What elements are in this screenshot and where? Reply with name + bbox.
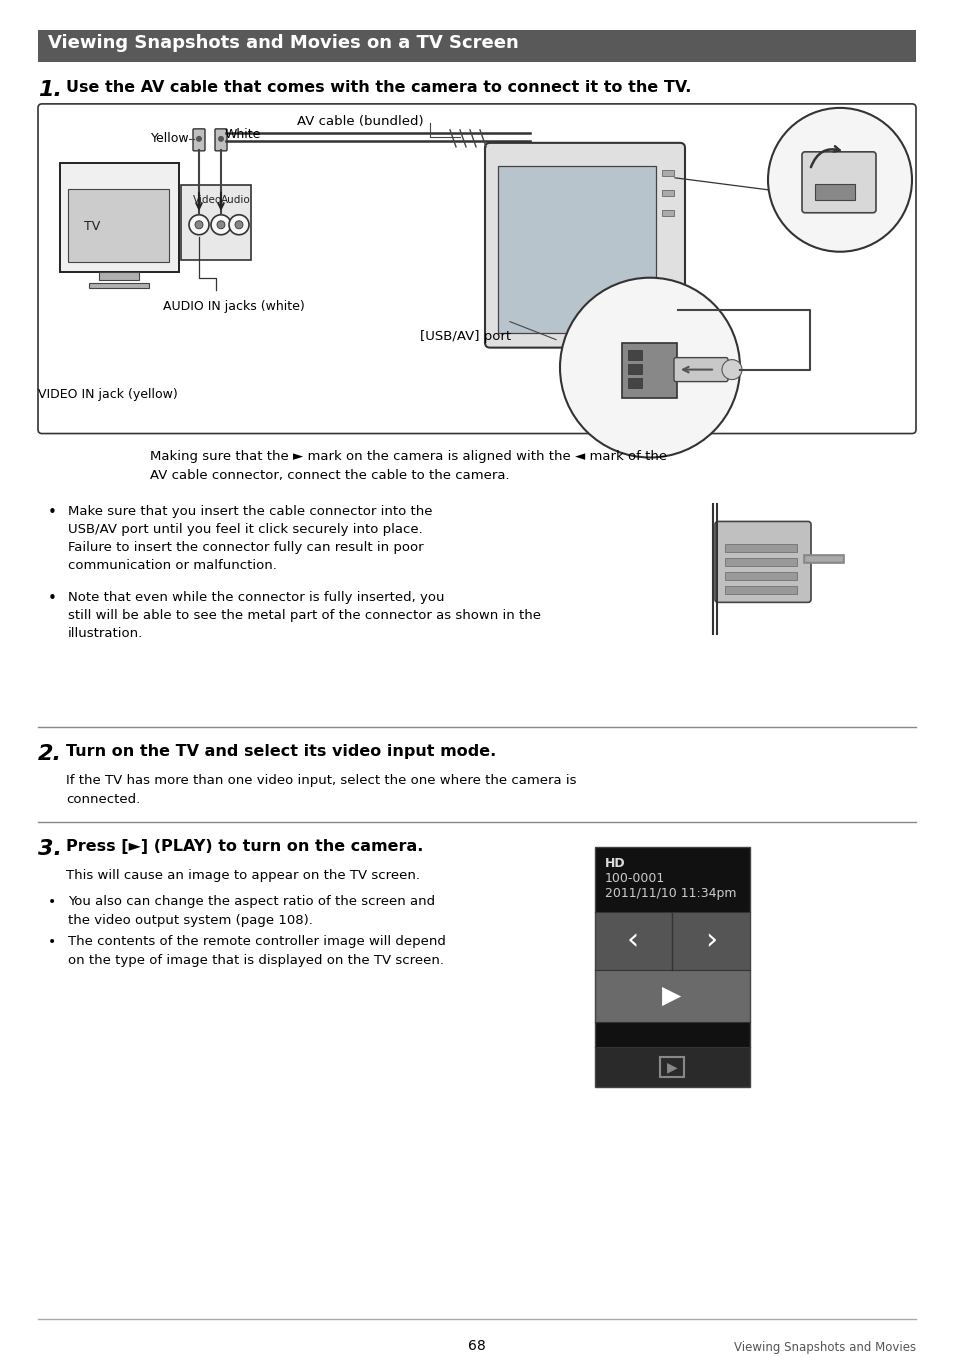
- Text: •: •: [48, 592, 57, 607]
- Text: illustration.: illustration.: [68, 627, 143, 641]
- FancyBboxPatch shape: [60, 163, 179, 271]
- Bar: [661, 190, 673, 195]
- Text: Press [►] (PLAY) to turn on the camera.: Press [►] (PLAY) to turn on the camera.: [66, 839, 423, 854]
- Text: ›: ›: [704, 927, 717, 955]
- Text: Yellow: Yellow: [151, 133, 190, 145]
- Text: White: White: [225, 129, 261, 141]
- Bar: [661, 210, 673, 216]
- Bar: [595, 847, 749, 1087]
- Text: This will cause an image to appear on the TV screen.: This will cause an image to appear on th…: [66, 868, 419, 882]
- Text: Viewing Snapshots and Movies on a TV Screen: Viewing Snapshots and Movies on a TV Scr…: [48, 34, 518, 52]
- FancyBboxPatch shape: [38, 104, 915, 433]
- Bar: [724, 586, 796, 594]
- FancyBboxPatch shape: [673, 358, 727, 381]
- Text: You also can change the aspect ratio of the screen and
the video output system (: You also can change the aspect ratio of …: [68, 896, 435, 927]
- Circle shape: [234, 221, 243, 229]
- Text: •: •: [48, 505, 57, 521]
- Text: 2.: 2.: [38, 744, 62, 764]
- Bar: [621, 342, 677, 398]
- Circle shape: [767, 109, 911, 252]
- Bar: [627, 350, 641, 360]
- Text: USB/AV port until you feel it click securely into place.: USB/AV port until you feel it click secu…: [68, 524, 422, 536]
- Bar: [724, 558, 796, 566]
- Text: communication or malfunction.: communication or malfunction.: [68, 559, 276, 573]
- Text: 1.: 1.: [38, 80, 62, 100]
- Text: [USB/AV] port: [USB/AV] port: [419, 330, 511, 343]
- Text: Note that even while the connector is fully inserted, you: Note that even while the connector is fu…: [68, 592, 444, 604]
- Text: 2011/11/10 11:34pm: 2011/11/10 11:34pm: [604, 887, 736, 900]
- Circle shape: [721, 360, 741, 380]
- Bar: [814, 183, 854, 199]
- Text: Video: Video: [193, 195, 222, 205]
- Bar: [181, 185, 251, 259]
- Bar: [595, 847, 749, 912]
- FancyBboxPatch shape: [193, 129, 205, 151]
- Bar: [497, 166, 656, 332]
- Bar: [89, 282, 149, 288]
- FancyBboxPatch shape: [801, 152, 875, 213]
- Text: Make sure that you insert the cable connector into the: Make sure that you insert the cable conn…: [68, 505, 432, 518]
- Text: Making sure that the ► mark on the camera is aligned with the ◄ mark of the
AV c: Making sure that the ► mark on the camer…: [150, 449, 666, 482]
- Bar: [595, 1046, 749, 1087]
- Text: AUDIO IN jacks (white): AUDIO IN jacks (white): [163, 300, 304, 312]
- FancyBboxPatch shape: [484, 142, 684, 347]
- Text: HD: HD: [604, 858, 625, 870]
- Text: AV cable (bundled): AV cable (bundled): [296, 115, 423, 128]
- Text: Failure to insert the connector fully can result in poor: Failure to insert the connector fully ca…: [68, 541, 423, 555]
- Text: The contents of the remote controller image will depend
on the type of image tha: The contents of the remote controller im…: [68, 935, 445, 968]
- Bar: [659, 1057, 683, 1077]
- Text: Audio: Audio: [221, 195, 251, 205]
- Bar: [595, 1022, 749, 1046]
- Text: 100-0001: 100-0001: [604, 873, 664, 885]
- Text: TV: TV: [84, 220, 100, 233]
- Bar: [68, 189, 169, 262]
- Circle shape: [211, 214, 231, 235]
- Bar: [724, 573, 796, 581]
- Bar: [595, 970, 749, 1022]
- Text: •: •: [48, 935, 56, 949]
- Circle shape: [216, 221, 225, 229]
- Circle shape: [559, 278, 740, 457]
- Text: Use the AV cable that comes with the camera to connect it to the TV.: Use the AV cable that comes with the cam…: [66, 80, 691, 95]
- FancyBboxPatch shape: [714, 521, 810, 603]
- Text: 68: 68: [468, 1338, 485, 1353]
- Circle shape: [189, 214, 209, 235]
- Text: Viewing Snapshots and Movies: Viewing Snapshots and Movies: [733, 1341, 915, 1353]
- Text: ▶: ▶: [661, 984, 680, 1008]
- Bar: [627, 364, 641, 373]
- Bar: [627, 377, 641, 388]
- Bar: [99, 271, 139, 280]
- Text: If the TV has more than one video input, select the one where the camera is
conn: If the TV has more than one video input,…: [66, 775, 576, 806]
- Text: Turn on the TV and select its video input mode.: Turn on the TV and select its video inpu…: [66, 744, 496, 759]
- Circle shape: [195, 136, 202, 142]
- Bar: [38, 30, 915, 62]
- Bar: [665, 303, 678, 316]
- Text: •: •: [48, 896, 56, 909]
- Circle shape: [229, 214, 249, 235]
- Bar: [595, 912, 749, 970]
- Bar: [661, 170, 673, 176]
- Text: ▶: ▶: [666, 1060, 677, 1073]
- Text: VIDEO IN jack (yellow): VIDEO IN jack (yellow): [38, 388, 177, 400]
- Circle shape: [218, 136, 224, 142]
- Bar: [724, 544, 796, 552]
- Text: 3.: 3.: [38, 839, 62, 859]
- Text: ‹: ‹: [626, 927, 639, 955]
- Circle shape: [194, 221, 203, 229]
- FancyBboxPatch shape: [214, 129, 227, 151]
- Text: still will be able to see the metal part of the connector as shown in the: still will be able to see the metal part…: [68, 609, 540, 623]
